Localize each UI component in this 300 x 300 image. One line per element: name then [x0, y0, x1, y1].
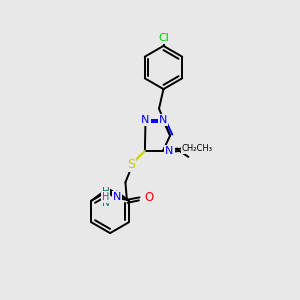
Text: N: N — [159, 115, 167, 125]
Text: N: N — [113, 192, 121, 202]
Text: O: O — [144, 191, 153, 204]
Text: N: N — [141, 115, 150, 125]
Text: H
N: H N — [102, 187, 110, 208]
Text: S: S — [128, 158, 135, 171]
Text: CH₂CH₃: CH₂CH₃ — [182, 144, 213, 153]
Text: N: N — [165, 146, 174, 156]
Text: Cl: Cl — [158, 33, 169, 43]
Text: H: H — [101, 192, 109, 202]
